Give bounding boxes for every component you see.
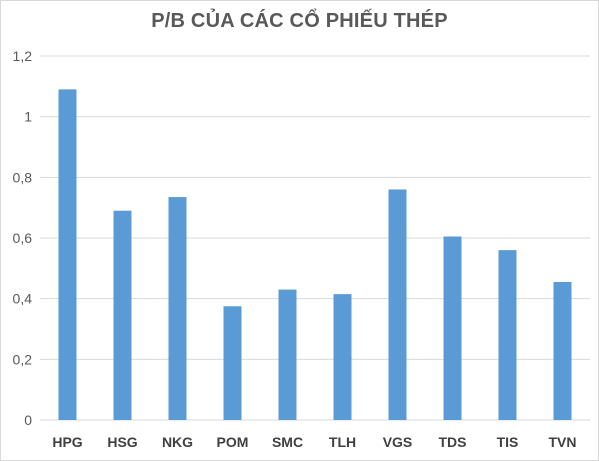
bar-tds	[443, 236, 462, 420]
x-tick-label: TIS	[497, 434, 519, 450]
bar-nkg	[168, 197, 187, 420]
x-tick-label: HSG	[107, 434, 137, 450]
x-tick-label: HPG	[52, 434, 82, 450]
y-axis-ticks: 0 0,2 0,4 0,6 0,8 1 1,2	[13, 48, 33, 428]
bars	[58, 89, 572, 420]
x-tick-label: NKG	[162, 434, 193, 450]
bar-tis	[498, 250, 517, 420]
x-tick-label: TVN	[549, 434, 577, 450]
x-tick-label: POM	[217, 434, 249, 450]
x-tick-label: TLH	[329, 434, 356, 450]
y-tick-label: 1,2	[13, 48, 33, 64]
bar-tvn	[553, 281, 572, 420]
x-tick-label: TDS	[439, 434, 467, 450]
y-tick-label: 0,2	[13, 351, 33, 367]
bar-smc	[278, 289, 297, 420]
y-tick-label: 0,8	[13, 169, 33, 185]
chart-title: P/B CỦA CÁC CỔ PHIẾU THÉP	[151, 10, 448, 32]
bar-tlh	[333, 294, 352, 420]
y-tick-label: 0,4	[13, 291, 33, 307]
bar-hpg	[58, 89, 77, 420]
gridlines	[40, 55, 590, 421]
bar-vgs	[388, 189, 407, 420]
x-tick-label: SMC	[272, 434, 303, 450]
x-axis-labels: HPG HSG NKG POM SMC TLH VGS TDS TIS TVN	[52, 434, 576, 450]
y-tick-label: 0,6	[13, 230, 33, 246]
y-tick-label: 0	[24, 412, 32, 428]
x-tick-label: VGS	[383, 434, 413, 450]
y-tick-label: 1	[24, 109, 32, 125]
bar-pom	[223, 306, 242, 420]
bar-hsg	[113, 210, 132, 420]
